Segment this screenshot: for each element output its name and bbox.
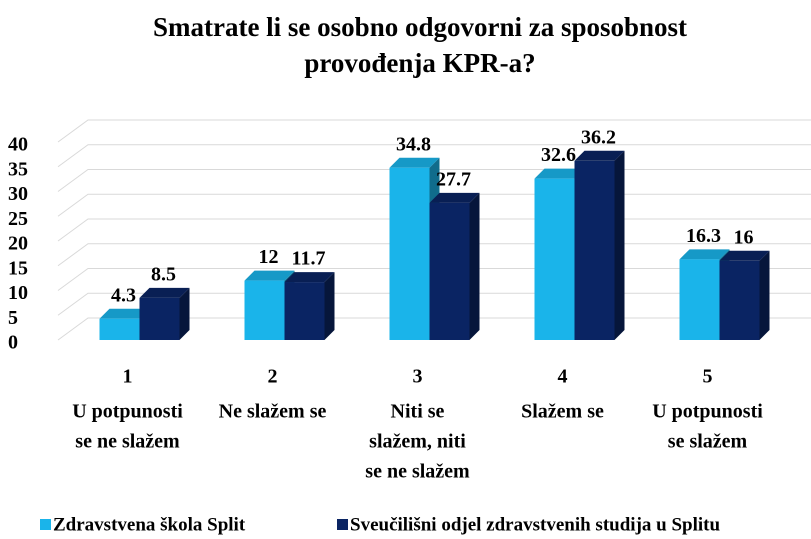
y-tick-label: 20 (8, 233, 28, 255)
data-label: 27.7 (436, 168, 471, 190)
grid-line (57, 119, 811, 143)
x-tick-label: 3 (413, 366, 423, 388)
bar (284, 282, 325, 340)
bar (429, 202, 470, 340)
legend-label: Sveučilišni odjel zdravstvenih studija u… (350, 514, 720, 535)
bar-top (574, 150, 625, 161)
x-tick-label: 1 (123, 366, 133, 388)
bar-top (719, 250, 770, 261)
data-label: 16 (734, 226, 754, 248)
bar-top (284, 272, 335, 283)
y-tick-label: 40 (8, 134, 28, 156)
bar (99, 318, 140, 340)
legend-swatch (40, 519, 51, 530)
grid-line (57, 144, 811, 168)
x-tick-label: 5 (703, 366, 713, 388)
data-label: 36.2 (581, 126, 616, 148)
bar-side (179, 287, 190, 340)
y-tick-label: 15 (8, 257, 28, 279)
bar-top (99, 308, 150, 319)
bar-side (759, 250, 770, 340)
bar-top (429, 192, 480, 203)
data-label: 16.3 (686, 225, 721, 247)
data-label: 4.3 (111, 284, 136, 306)
x-category-label: U potpunosti (72, 401, 183, 423)
x-category-label: se ne slažem (75, 431, 180, 453)
chart-title: Smatrate li se osobno odgovorni za sposo… (153, 12, 687, 42)
bar-top (389, 157, 440, 168)
bar (244, 280, 285, 340)
y-tick-label: 25 (8, 208, 28, 230)
bar (574, 160, 615, 340)
chart-title: provođenja KPR-a? (304, 48, 535, 78)
x-tick-label: 4 (558, 366, 568, 388)
data-label: 12 (259, 246, 279, 268)
bar-side (324, 272, 335, 340)
y-tick-label: 0 (8, 332, 18, 354)
data-label: 8.5 (151, 264, 176, 286)
bar-side (614, 150, 625, 340)
x-tick-label: 2 (268, 366, 278, 388)
data-label: 34.8 (396, 133, 431, 155)
bar (719, 260, 760, 340)
x-category-label: Niti se (391, 401, 445, 423)
bar (679, 259, 720, 340)
data-label: 32.6 (541, 144, 576, 166)
x-category-label: U potpunosti (652, 401, 763, 423)
bar (534, 178, 575, 340)
legend-label: Zdravstvena škola Split (53, 514, 246, 535)
y-tick-label: 30 (8, 183, 28, 205)
bar (389, 167, 430, 340)
x-category-label: Ne slažem se (219, 401, 327, 423)
y-tick-label: 35 (8, 158, 28, 180)
bar-top (679, 249, 730, 260)
x-category-label: slažem, niti (369, 431, 466, 453)
legend-swatch (337, 519, 348, 530)
bar-top (139, 287, 190, 298)
y-tick-label: 5 (8, 307, 18, 329)
bar-top (534, 168, 585, 179)
bar (139, 297, 180, 340)
bar-side (469, 192, 480, 340)
x-category-label: se slažem (668, 431, 748, 453)
x-category-label: se ne slažem (365, 461, 470, 483)
data-label: 11.7 (292, 248, 326, 270)
x-category-label: Slažem se (521, 401, 604, 423)
y-tick-label: 10 (8, 282, 28, 304)
bar-top (244, 270, 295, 281)
